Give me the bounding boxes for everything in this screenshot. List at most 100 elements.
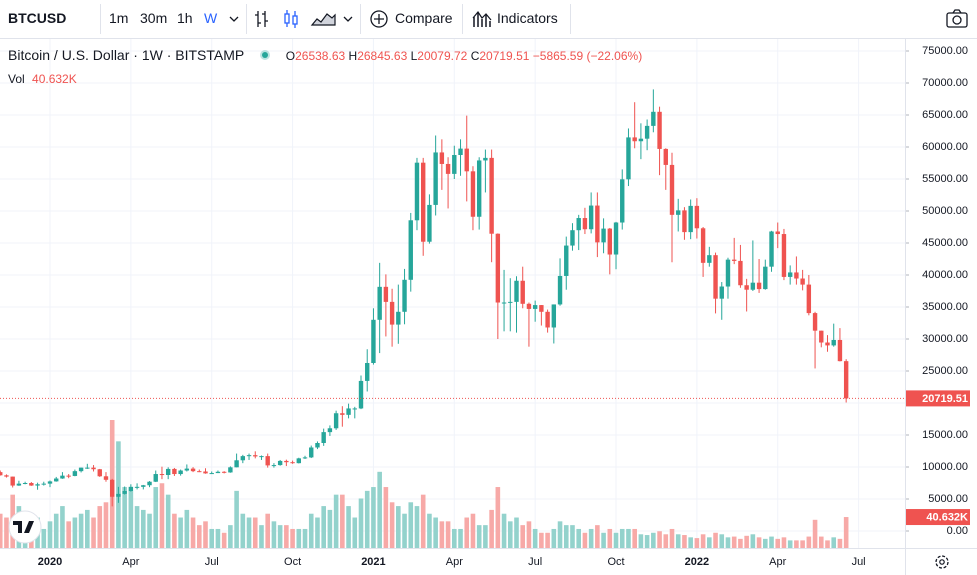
candle-body xyxy=(427,204,432,242)
candle-body xyxy=(800,278,805,285)
legend: Bitcoin / U.S. Dollar · 1W · BITSTAMP O2… xyxy=(8,47,642,63)
volume-bar xyxy=(240,513,246,548)
candle-body xyxy=(682,210,687,233)
volume-bar xyxy=(47,521,53,548)
interval[interactable]: 30m xyxy=(140,10,168,26)
candle-body xyxy=(327,428,333,433)
indicators-button[interactable]: Indicators xyxy=(497,10,558,26)
volume-bar xyxy=(302,528,308,548)
symbol[interactable]: BTCUSD xyxy=(8,10,67,26)
volume-bar xyxy=(60,506,65,548)
interval[interactable]: 1m xyxy=(109,10,129,26)
candle-body xyxy=(526,303,532,309)
volume-bar xyxy=(806,536,812,548)
candle-body xyxy=(85,467,90,469)
volume-bar xyxy=(315,517,320,548)
volume-bar xyxy=(122,487,127,548)
volume-bar xyxy=(277,525,283,548)
candle-body xyxy=(588,205,594,230)
candle-body xyxy=(165,468,171,475)
candle-body xyxy=(0,472,3,476)
volume-bar xyxy=(4,517,9,548)
candle-body xyxy=(794,272,799,279)
y-tick-label: 15000.00 xyxy=(922,429,968,441)
candle-body xyxy=(134,486,140,488)
x-tick-label: Jul xyxy=(852,556,866,568)
volume-bar xyxy=(72,517,78,548)
indicators-icon[interactable] xyxy=(472,9,492,29)
candle-body xyxy=(147,481,152,486)
x-tick-label: 2022 xyxy=(685,556,709,568)
candle-body xyxy=(825,342,830,346)
candle-body xyxy=(483,157,488,161)
compare-icon[interactable] xyxy=(369,9,389,29)
candle-body xyxy=(234,460,239,468)
candle-body xyxy=(309,447,314,458)
interval[interactable]: 1h xyxy=(177,10,193,26)
candle-body xyxy=(402,279,407,312)
candle-body xyxy=(787,272,793,277)
candle-body xyxy=(458,148,463,155)
y-tick-label: 35000.00 xyxy=(922,301,968,313)
chart-type-icons[interactable] xyxy=(254,8,354,30)
candle-body xyxy=(595,205,600,243)
volume-title: Vol xyxy=(8,72,25,86)
interval-active[interactable]: W xyxy=(204,10,218,26)
candle-body xyxy=(750,282,756,290)
low-label: L xyxy=(410,49,418,63)
candle-body xyxy=(315,443,320,448)
volume-bar xyxy=(800,540,805,548)
volume-bar xyxy=(651,532,656,548)
volume-bar xyxy=(147,513,152,548)
y-tick-label: 70000.00 xyxy=(922,77,968,89)
volume-bar xyxy=(563,525,569,548)
volume-bar xyxy=(377,471,382,548)
volume-bar xyxy=(153,487,159,548)
settings-icon[interactable] xyxy=(935,555,949,569)
candle-body xyxy=(576,218,581,231)
volume-bar xyxy=(284,525,289,548)
volume-badge-label: 40.632K xyxy=(926,511,968,523)
candle-body xyxy=(209,473,214,475)
logo-circle xyxy=(8,510,42,544)
ohlc: O26538.63 H26845.63 L20079.72 C20719.51 … xyxy=(286,49,642,63)
y-tick-label: 40000.00 xyxy=(922,269,968,281)
candle-body xyxy=(570,230,575,246)
candle-body xyxy=(41,483,46,485)
last-price-label: 20719.51 xyxy=(922,393,968,405)
candle-body xyxy=(97,469,102,477)
candle-body xyxy=(831,339,836,346)
candle-body xyxy=(22,483,28,484)
snapshot-icon[interactable] xyxy=(945,8,969,30)
high-value: 26845.63 xyxy=(357,49,408,63)
volume-bar xyxy=(408,502,414,548)
volume-bar xyxy=(439,521,445,548)
candle-body xyxy=(240,456,246,461)
candle-body xyxy=(501,302,507,304)
candle-body xyxy=(346,408,351,415)
volume-bar xyxy=(682,535,687,548)
candle-body xyxy=(464,148,469,172)
candle-body xyxy=(489,157,494,234)
candle-body xyxy=(657,111,662,149)
candle-body xyxy=(228,467,233,473)
divider xyxy=(462,4,463,34)
x-tick-label: 2021 xyxy=(361,556,385,568)
candle-body xyxy=(190,468,196,472)
volume-bar xyxy=(327,509,333,548)
volume-bar xyxy=(178,517,183,548)
volume-bar xyxy=(489,509,494,548)
candle-body xyxy=(333,413,339,429)
candle-body xyxy=(290,462,295,464)
chevron[interactable] xyxy=(228,14,240,24)
candle-body xyxy=(116,493,121,497)
candle-body xyxy=(10,476,15,486)
candle-body xyxy=(383,286,389,302)
compare-button[interactable]: Compare xyxy=(395,10,453,26)
candle-body xyxy=(122,491,127,494)
candle-body xyxy=(54,478,59,482)
volume-bar xyxy=(296,528,302,548)
candle-body xyxy=(613,222,619,255)
candle-body xyxy=(159,474,165,476)
volume-bar xyxy=(159,483,165,548)
